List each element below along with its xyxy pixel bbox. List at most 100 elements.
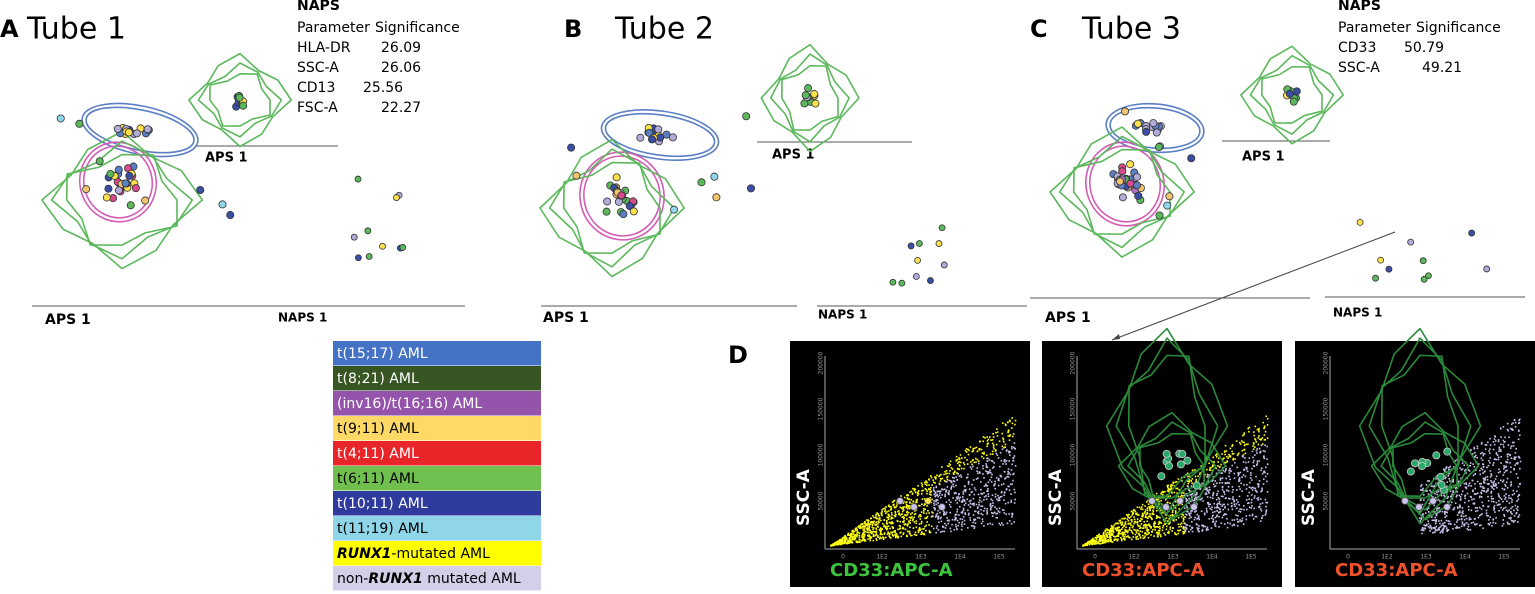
event-dot	[1263, 425, 1266, 428]
event-dot	[1153, 521, 1156, 523]
event-dot	[867, 522, 870, 525]
event-dot	[869, 537, 871, 540]
event-dot	[938, 494, 941, 497]
event-dot	[965, 448, 968, 450]
event-dot	[1487, 499, 1490, 502]
event-dot	[931, 484, 933, 486]
event-dot	[1149, 509, 1151, 512]
event-dot	[1188, 512, 1191, 515]
event-dot	[962, 493, 965, 495]
event-dot	[1000, 459, 1003, 462]
event-dot	[1222, 503, 1225, 506]
event-dot	[1214, 510, 1216, 513]
event-dot	[1440, 524, 1443, 527]
event-dot	[1442, 527, 1445, 530]
event-dot	[1497, 471, 1500, 474]
event-dot	[1201, 497, 1203, 500]
event-dot	[973, 487, 976, 489]
event-dot	[862, 529, 865, 531]
event-dot	[1444, 513, 1446, 515]
event-dot	[1175, 481, 1178, 483]
event-dot	[1205, 458, 1207, 460]
event-dot	[956, 519, 959, 522]
event-dot	[960, 474, 962, 477]
event-dot	[987, 442, 989, 445]
event-dot	[1482, 527, 1484, 530]
event-dot	[1236, 518, 1239, 521]
event-dot	[856, 530, 859, 532]
event-dot	[1211, 517, 1213, 520]
event-dot	[1421, 489, 1423, 491]
event-dot	[881, 514, 883, 517]
event-dot	[1256, 460, 1259, 462]
event-dot	[1255, 449, 1258, 452]
event-dot	[1125, 536, 1128, 538]
legend-italic: RUNX1	[337, 546, 391, 562]
event-dot	[911, 519, 914, 522]
event-dot	[968, 493, 971, 496]
event-dot	[859, 541, 861, 544]
event-dot	[1435, 520, 1437, 523]
event-dot	[1011, 422, 1014, 425]
event-dot	[1000, 495, 1003, 498]
event-dot	[1115, 538, 1117, 541]
event-dot	[1098, 533, 1100, 536]
event-dot	[1218, 498, 1221, 501]
event-dot	[1221, 477, 1224, 479]
event-dot	[911, 516, 913, 518]
event-dot	[1260, 438, 1263, 441]
event-dot	[1164, 534, 1167, 536]
event-dot	[976, 467, 979, 469]
event-dot	[870, 532, 873, 535]
event-dot	[1203, 512, 1206, 515]
event-dot	[1133, 528, 1135, 531]
event-dot	[851, 541, 854, 544]
event-dot	[1191, 469, 1194, 472]
event-dot	[1258, 427, 1260, 430]
event-dot	[944, 522, 946, 525]
event-dot	[906, 518, 908, 520]
event-dot	[1452, 481, 1454, 483]
event-dot	[1108, 529, 1111, 532]
event-dot	[1253, 497, 1256, 499]
legend-text: t(11;19) AML	[337, 521, 428, 537]
event-dot	[1004, 477, 1007, 479]
event-dot	[1144, 535, 1146, 538]
event-dot	[1474, 524, 1477, 526]
event-dot	[1182, 527, 1184, 529]
event-dot	[1148, 523, 1151, 526]
axis-label: APS 1	[45, 312, 91, 328]
event-dot	[1135, 536, 1137, 539]
event-dot	[1510, 466, 1512, 469]
event-dot	[946, 519, 949, 522]
event-dot	[1456, 514, 1459, 516]
event-dot	[1145, 533, 1148, 536]
event-dot	[1135, 531, 1138, 533]
event-dot	[895, 533, 898, 536]
event-dot	[1119, 529, 1121, 531]
event-dot	[1160, 492, 1162, 495]
event-dot	[1243, 444, 1246, 446]
event-dot	[917, 489, 920, 492]
event-dot	[1161, 512, 1163, 514]
event-dot	[1463, 469, 1466, 472]
event-dot	[1137, 529, 1140, 532]
legend-text: t(9;11) AML	[337, 421, 419, 437]
event-dot	[1257, 484, 1260, 487]
event-dot	[958, 497, 960, 500]
event-dot	[1459, 505, 1461, 508]
event-dot	[1231, 453, 1234, 455]
event-dot	[876, 517, 879, 520]
event-dot	[1492, 497, 1495, 500]
event-dot	[1439, 522, 1441, 525]
event-dot	[1258, 480, 1261, 482]
event-dot	[1185, 499, 1188, 502]
event-dot	[1237, 474, 1240, 477]
event-dot	[1172, 519, 1175, 522]
event-dot	[1491, 525, 1493, 527]
event-dot	[1434, 511, 1436, 513]
event-dot	[1107, 529, 1110, 531]
event-dot	[1199, 498, 1201, 501]
event-dot	[1467, 525, 1470, 528]
event-dot	[1458, 512, 1460, 514]
